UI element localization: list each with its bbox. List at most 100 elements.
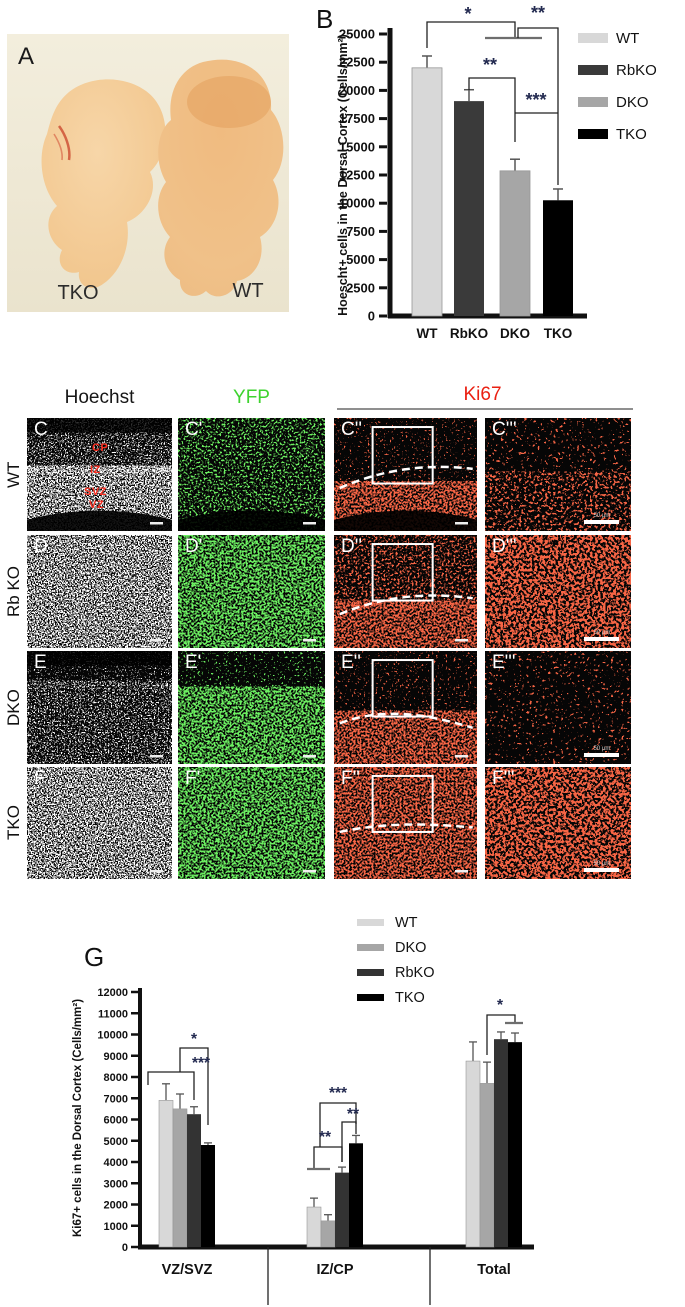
x-category-label: DKO [500, 326, 530, 341]
micro-panel-Dpp: D'' [334, 535, 477, 648]
scale-bar [455, 870, 468, 873]
y-tick-label: 1000 [104, 1221, 128, 1233]
micro-panel-letter: E' [185, 652, 202, 673]
micro-panel-letter: D [34, 536, 48, 557]
tko-blood-streak [57, 125, 71, 161]
y-tick-label: 3000 [104, 1178, 128, 1190]
bar-TKO [543, 200, 573, 316]
micro-panel-letter: D'' [341, 536, 362, 557]
significance-star: * [191, 1031, 198, 1048]
wt-caption: WT [232, 280, 263, 302]
micro-panel-letter: E''' [492, 652, 516, 673]
bar-DKO-Total [479, 1083, 495, 1248]
y-tick-label: 12500 [339, 168, 375, 183]
legend-label: WT [395, 915, 418, 931]
micro-panel-letter: E [34, 652, 47, 673]
scale-bar [150, 870, 163, 873]
scale-bar-label: 50 µm [594, 861, 611, 867]
row-label-tko: TKO [4, 805, 23, 841]
scale-bar [584, 520, 619, 524]
significance-star: * [497, 997, 504, 1014]
x-group-label: IZ/CP [316, 1262, 353, 1278]
y-tick-label: 10000 [339, 196, 375, 211]
legend-swatch-RbKO [357, 969, 384, 976]
scale-bar [150, 522, 163, 525]
micro-panel-F: F [27, 767, 172, 879]
y-tick-label: 25000 [339, 27, 375, 42]
y-tick-label: 7000 [104, 1093, 128, 1105]
legend-label: WT [616, 30, 639, 47]
panel-b-letter: B [316, 4, 334, 34]
scale-bar-label: 50 µm [594, 746, 611, 752]
x-category-label: TKO [544, 326, 573, 341]
y-tick-label: 12000 [97, 987, 128, 999]
inset-box [371, 543, 434, 602]
micro-panel-letter: F [34, 768, 46, 789]
significance-star: *** [192, 1055, 211, 1072]
y-axis-title: Ki67+ cells in the Dorsal Cortex (Cells/… [72, 999, 84, 1237]
column-header-hoechst: Hoechst [64, 387, 135, 408]
dashed-boundary [339, 465, 473, 490]
ventricle-dark-region [27, 510, 172, 531]
chart-b-svg: 0 2500 5000 7500 10000 12500 15000 17500 20000 22… [336, 3, 657, 341]
legend-label: RbKO [616, 62, 657, 79]
micro-panel-Cpp: C'' [334, 418, 477, 531]
scale-bar [584, 753, 619, 757]
micro-panel-Fppp: 50 µm F''' [485, 767, 631, 879]
y-tick-label: 2000 [104, 1200, 128, 1212]
bar-TKO-Total [508, 1042, 522, 1247]
y-tick-label: 7500 [346, 224, 375, 239]
zone-label-vz: VZ [89, 499, 105, 511]
micro-panel-Eppp: 50 µm E''' [485, 651, 631, 764]
scale-bar [303, 522, 316, 525]
micro-panel-letter: D' [185, 536, 203, 557]
bar-DKO [499, 170, 531, 317]
legend-label: RbKO [395, 965, 435, 981]
scale-bar [455, 639, 468, 642]
significance-star: ** [347, 1106, 360, 1123]
legend-swatch-WT [578, 33, 608, 43]
tko-specimen [41, 79, 166, 289]
micro-panel-letter: E'' [341, 652, 361, 673]
bar-RbKO-VZ/SVZ [187, 1114, 201, 1247]
ki67-underline [337, 408, 633, 410]
micro-panel-Fp: F' [178, 767, 325, 879]
y-tick-label: 2500 [346, 280, 375, 295]
y-tick-label: 4000 [104, 1157, 128, 1169]
micro-panel-Dppp: 50 µm D''' [485, 535, 631, 648]
significance-star: ** [319, 1129, 332, 1146]
y-tick-label: 17500 [339, 111, 375, 126]
legend-swatch-DKO [578, 97, 608, 107]
wt-dark-region [187, 76, 271, 128]
micro-panel-Ep: E' [178, 651, 325, 764]
ventricle-dark-region [334, 510, 477, 531]
wt-specimen [158, 59, 284, 297]
dashed-boundary [339, 712, 474, 730]
legend-swatch-WT [357, 919, 384, 926]
bar-DKO-IZ/CP [320, 1220, 336, 1248]
scale-bar-label: 50 µm [594, 630, 611, 636]
micro-panel-D: D [27, 535, 172, 648]
panel-a-photo: A TKO WT [7, 34, 289, 312]
scale-bar [455, 522, 468, 525]
legend-swatch-DKO [357, 944, 384, 951]
y-tick-label: 5000 [104, 1136, 128, 1148]
tko-blood-streak-2 [53, 133, 63, 161]
legend-swatch-RbKO [578, 65, 608, 75]
x-group-label: Total [477, 1262, 511, 1278]
y-tick-label: 11000 [98, 1008, 128, 1020]
y-axis-title: Hoescht+ cells in the Dorsal Cortex (Cel… [336, 34, 350, 316]
column-header-ki67: Ki67 [463, 384, 502, 405]
y-tick-label: 0 [122, 1242, 128, 1254]
micro-panel-letter: F' [185, 768, 201, 789]
micro-panel-letter: C'' [341, 419, 362, 440]
scale-bar [455, 755, 468, 758]
y-tick-label: 6000 [104, 1115, 128, 1127]
bar-WT-VZ/SVZ [158, 1100, 174, 1248]
y-tick-label: 5000 [346, 252, 375, 267]
bar-TKO-VZ/SVZ [201, 1145, 215, 1247]
x-category-label: WT [417, 326, 439, 341]
bar-WT-Total [465, 1060, 481, 1248]
y-tick-label: 9000 [104, 1051, 128, 1063]
bar-RbKO-IZ/CP [335, 1172, 349, 1247]
